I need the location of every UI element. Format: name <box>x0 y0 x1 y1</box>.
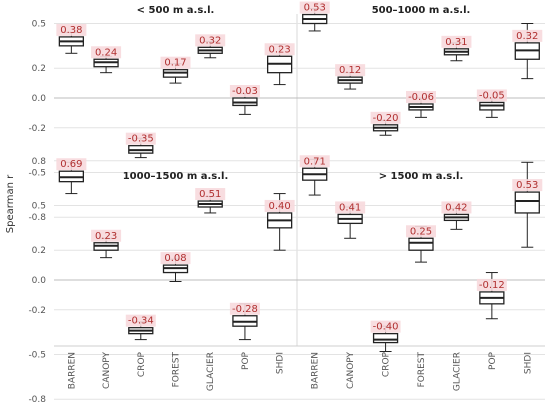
data-label: -0.06 <box>408 92 434 103</box>
data-label: -0.12 <box>479 280 505 291</box>
data-label-bg <box>91 46 122 59</box>
data-label-bg <box>91 229 122 242</box>
y-tick-label: 0.2 <box>32 246 46 256</box>
y-tick-label: 0.2 <box>32 64 46 74</box>
data-label-bg <box>195 34 226 47</box>
data-label-bg <box>441 35 472 48</box>
data-label: 0.53 <box>304 3 326 14</box>
data-label-bg <box>125 132 156 145</box>
data-label: 0.25 <box>410 226 432 237</box>
data-label: 0.32 <box>516 31 538 42</box>
data-label-bg <box>512 29 543 42</box>
y-tick-label: -0.8 <box>28 213 46 223</box>
x-tick-label: GLACIER <box>206 352 216 391</box>
y-tick-label: 0.0 <box>32 94 47 104</box>
x-tick-label: SHDI <box>523 352 533 374</box>
data-label-bg <box>299 155 330 168</box>
box <box>372 332 399 344</box>
data-label: 0.32 <box>199 35 221 46</box>
data-label: -0.35 <box>128 134 154 145</box>
data-label-bg <box>370 111 401 124</box>
data-label: 0.17 <box>164 58 186 69</box>
x-tick-label: CANOPY <box>102 351 112 388</box>
data-label: -0.28 <box>232 304 258 315</box>
data-label-bg <box>406 90 436 103</box>
y-tick-label: -0.8 <box>28 395 46 405</box>
data-label: 0.42 <box>445 202 467 213</box>
x-tick-label: BARREN <box>67 352 77 389</box>
y-tick-label: 0.0 <box>32 276 47 286</box>
x-tick-label: POP <box>241 351 251 370</box>
data-label-bg <box>299 1 330 14</box>
x-tick-label: BARREN <box>311 352 321 389</box>
data-label-bg <box>441 201 472 214</box>
data-label-bg <box>512 179 543 192</box>
data-label: 0.53 <box>516 180 538 191</box>
x-tick-label: FOREST <box>417 352 427 388</box>
y-tick-label: 0.5 <box>32 20 46 30</box>
box <box>514 191 540 214</box>
x-tick-label: CANOPY <box>346 351 356 388</box>
panel-title: > 1500 m a.s.l. <box>379 171 464 182</box>
x-tick-label: SHDI <box>276 352 286 374</box>
data-label-bg <box>125 314 156 327</box>
data-label-bg <box>406 225 436 238</box>
data-label-bg <box>160 56 191 69</box>
box <box>408 237 434 251</box>
data-label-bg <box>229 85 260 97</box>
x-tick-label: FOREST <box>172 352 182 388</box>
data-label: 0.69 <box>60 159 82 170</box>
panel-title: 500–1000 m a.s.l. <box>372 5 471 16</box>
data-label-bg <box>229 302 260 315</box>
x-tick-label: CROP <box>382 351 392 377</box>
y-tick-label: 0.8 <box>32 157 47 167</box>
data-label-bg <box>264 43 295 56</box>
data-label: 0.08 <box>164 253 186 264</box>
data-label-bg <box>335 201 366 214</box>
y-axis-label: Spearman r <box>5 174 16 233</box>
data-label: 0.12 <box>339 65 361 76</box>
data-label: -0.40 <box>373 322 399 333</box>
data-label: 0.23 <box>95 231 117 242</box>
data-label-bg <box>160 252 191 265</box>
data-label: 0.38 <box>60 25 82 36</box>
y-tick-label: 0.5 <box>32 202 46 212</box>
data-label: 0.31 <box>445 37 467 48</box>
data-label: -0.05 <box>479 90 505 101</box>
data-label: 0.41 <box>339 202 361 213</box>
y-tick-label: -0.5 <box>28 169 46 179</box>
data-label-bg <box>56 23 87 36</box>
data-label-bg <box>195 188 226 201</box>
data-label: 0.23 <box>269 44 291 55</box>
data-label: 0.51 <box>199 189 221 200</box>
x-tick-label: POP <box>488 351 498 370</box>
data-label: -0.34 <box>128 316 154 327</box>
y-tick-label: -0.2 <box>28 124 46 134</box>
y-tick-label: -0.2 <box>28 306 46 316</box>
panel-title: < 500 m a.s.l. <box>137 5 215 16</box>
panel-title: 1000–1500 m a.s.l. <box>123 171 229 182</box>
data-label-bg <box>476 89 507 102</box>
x-tick-label: GLACIER <box>452 352 462 391</box>
data-label: 0.71 <box>304 156 326 167</box>
data-label-bg <box>335 64 366 77</box>
data-label: -0.20 <box>373 113 399 124</box>
y-tick-label: -0.5 <box>28 351 46 361</box>
x-tick-label: CROP <box>137 351 147 377</box>
data-label-bg <box>264 199 295 212</box>
data-label: 0.24 <box>95 47 117 58</box>
data-label: -0.03 <box>232 86 258 97</box>
data-label: 0.40 <box>269 201 291 212</box>
data-label-bg <box>56 158 87 171</box>
data-label-bg <box>370 320 401 333</box>
data-label-bg <box>476 278 507 291</box>
